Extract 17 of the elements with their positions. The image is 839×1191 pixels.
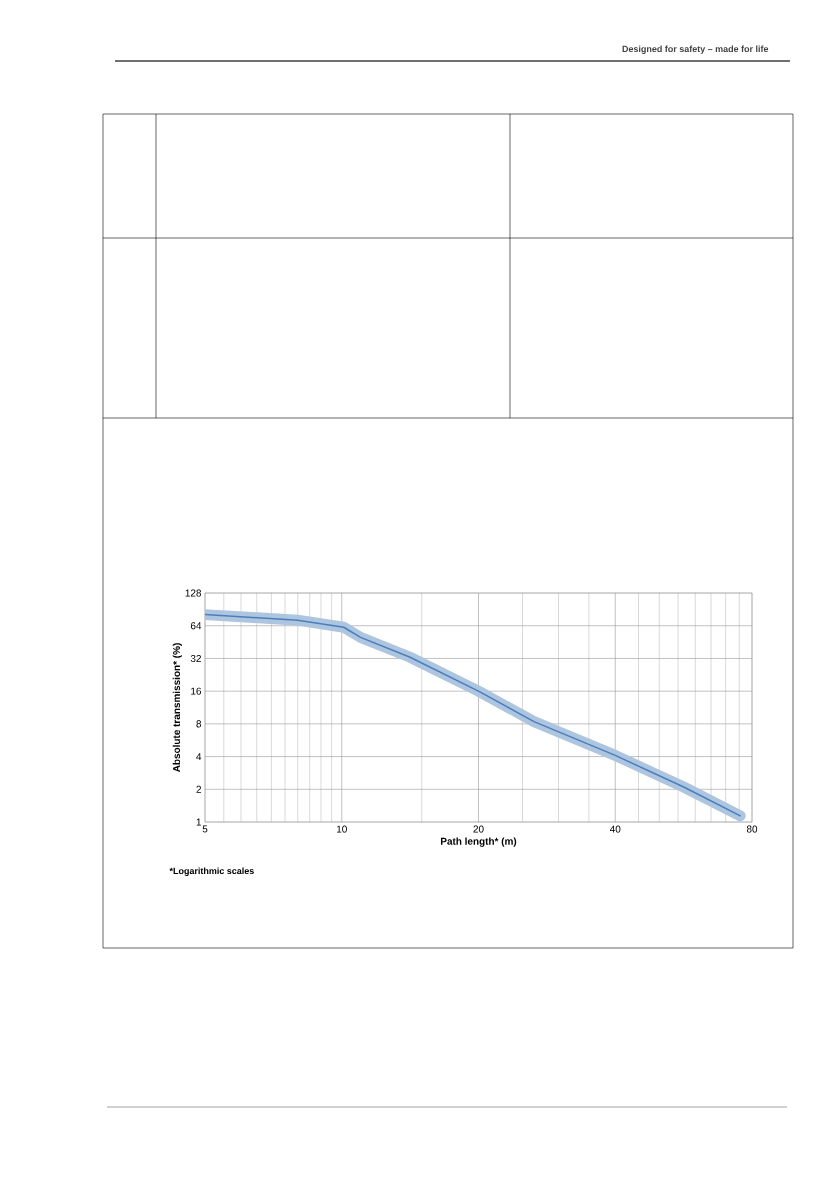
y-tick-label: 8 [196,720,202,728]
x-tick-label: 80 [746,825,758,833]
y-tick-label: 1 [196,818,202,826]
x-tick-label: 40 [609,825,621,833]
y-tick-label: 16 [191,687,202,695]
text: Designed for safety – made for life [622,45,769,54]
x-axis-title: Path length* (m) [440,837,517,847]
y-axis-title: Absolute transmission* (%) [172,643,182,773]
y-tick-label: 128 [185,589,202,597]
text: *Logarithmic scales [169,867,254,876]
x-tick-label: 20 [473,825,484,833]
y-tick-label: 32 [190,654,201,662]
x-tick-label: 10 [336,825,347,833]
y-tick-label: 4 [196,753,202,761]
y-tick-label: 2 [196,785,201,793]
y-tick-label: 64 [190,622,202,630]
x-tick-label: 5 [202,825,208,833]
